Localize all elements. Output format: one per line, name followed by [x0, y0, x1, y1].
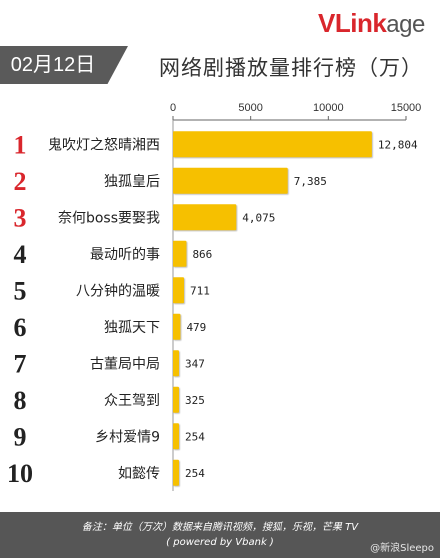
bar: [173, 240, 187, 267]
rank-label: 1: [14, 130, 27, 159]
category-label: 鬼吹灯之怒晴湘西: [48, 137, 160, 153]
rank-label: 3: [14, 203, 27, 232]
rank-label: 6: [14, 313, 27, 342]
value-label: 4,075: [242, 211, 275, 224]
rank-label: 7: [14, 349, 27, 378]
bar: [173, 350, 179, 377]
category-label: 最动听的事: [90, 247, 160, 263]
value-label: 866: [192, 248, 212, 261]
value-label: 711: [190, 284, 210, 297]
x-tick-label: 15000: [391, 102, 422, 114]
bar: [173, 131, 372, 158]
bar: [173, 386, 179, 413]
bar: [173, 167, 288, 194]
rank-label: 5: [14, 276, 27, 305]
category-label: 八分钟的温暖: [76, 282, 160, 299]
logo-red-text: VLink: [318, 8, 387, 38]
x-tick-label: 10000: [313, 102, 344, 114]
value-label: 7,385: [294, 175, 327, 188]
bar-chart: 0 5000 10000 15000 1 鬼吹灯之怒晴湘西 12,804 2 独孤皇后 7,385…: [7, 102, 422, 491]
footer-line-source: 备注：单位（万次）数据来自腾讯视频，搜狐，乐视，芒果 TV: [81, 522, 359, 533]
value-label: 254: [185, 467, 205, 480]
bar: [173, 313, 181, 340]
category-label: 众王驾到: [104, 393, 160, 409]
rank-label: 9: [14, 422, 27, 451]
footer-line-powered: ( powered by Vbank ): [166, 537, 274, 548]
rank-label: 10: [7, 459, 33, 488]
value-label: 347: [185, 357, 205, 370]
bar: [173, 423, 179, 450]
category-label: 奈何boss要娶我: [58, 210, 160, 226]
chart-title: 网络剧播放量排行榜（万）: [159, 56, 423, 80]
x-tick-label: 0: [170, 102, 176, 114]
value-label: 325: [185, 394, 205, 407]
category-label: 如懿传: [118, 466, 160, 482]
rank-label: 2: [14, 167, 27, 196]
bar: [173, 459, 179, 486]
rank-label: 4: [14, 240, 27, 269]
bar: [173, 277, 185, 304]
rank-label: 8: [14, 386, 27, 415]
vlinkage-logo: VLinkage: [318, 8, 425, 39]
value-label: 254: [185, 430, 205, 443]
value-label: 12,804: [378, 138, 418, 151]
date-badge: 02月12日: [0, 46, 128, 84]
value-label: 479: [186, 321, 206, 334]
x-tick-label: 5000: [238, 102, 262, 114]
date-label: 02月12日: [10, 54, 96, 76]
category-label: 乡村爱情9: [95, 429, 160, 445]
weibo-watermark: @新浪Sleepo: [370, 543, 434, 554]
logo-grey-text: age: [386, 11, 425, 38]
category-label: 古董局中局: [90, 356, 160, 372]
bar: [173, 204, 237, 231]
category-label: 独孤皇后: [104, 174, 160, 190]
category-label: 独孤天下: [104, 320, 160, 336]
footer-note: 备注：单位（万次）数据来自腾讯视频，搜狐，乐视，芒果 TV ( powered …: [0, 512, 440, 558]
